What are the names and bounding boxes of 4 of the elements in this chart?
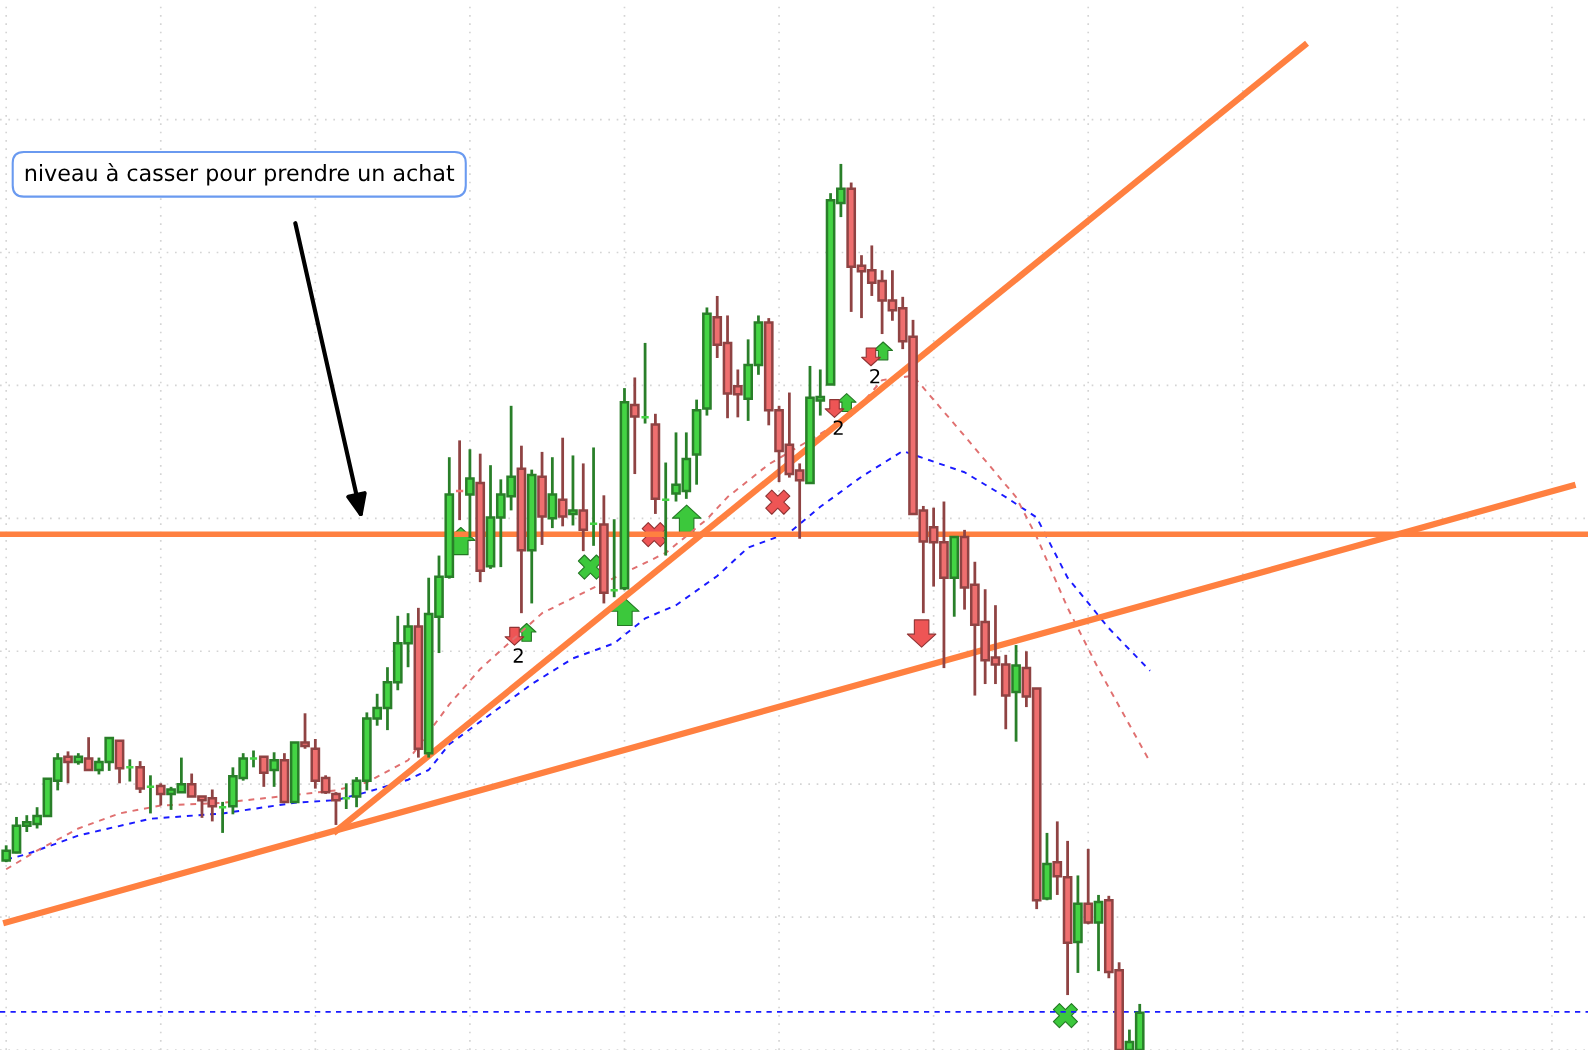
annotation: niveau à casser pour prendre un achat (25, 163, 455, 186)
annotation: 2 (513, 648, 523, 663)
annotation: 2 (833, 420, 843, 435)
annotation: 2 (870, 368, 880, 384)
